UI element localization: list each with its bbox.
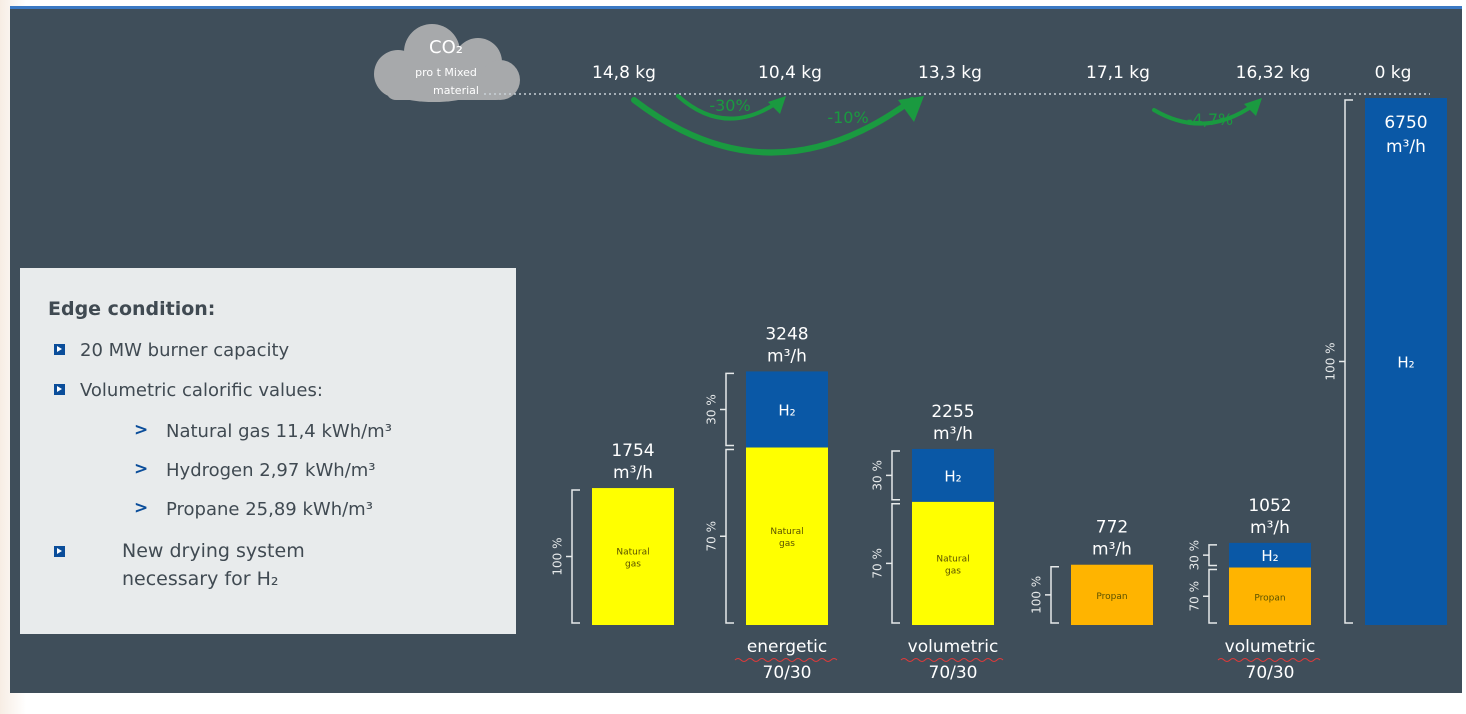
bar-segment-volumetric-1 [912,448,994,502]
share-label-propane_h2-1: 30 % [1188,540,1202,571]
bar-segment-energetic-0 [746,447,828,625]
co2-title: CO₂ [429,37,463,58]
spellcheck-underline [900,658,1004,662]
segment-label-ng-0-1: gas [625,560,641,570]
flow-unit-energetic: m³/h [767,346,807,366]
savings-arrow-short-icon [676,94,780,121]
caption-line1-energetic: energetic [747,637,827,657]
caption-line2-propane_h2: 70/30 [1246,663,1295,683]
share-label-propane-0: 100 % [1030,576,1044,614]
flow-unit-propane: m³/h [1092,540,1132,560]
share-label-volumetric-0: 70 % [871,548,885,579]
share-label-h2-0: 100 % [1324,342,1338,380]
share-label-energetic-1: 30 % [705,394,719,425]
share-bracket-propane_h2-1 [1203,544,1217,567]
flow-value-propane: 772 [1096,518,1128,538]
co2-subtitle-line2: material [433,84,479,97]
savings-arrow-propane-icon [1152,102,1257,126]
bullet-square-icon [54,384,65,395]
co2-value-energetic: 10,4 kg [758,63,822,83]
edge-subitem-natural-gas: Natural gas 11,4 kWh/m³ [166,421,392,442]
share-bracket-h2-0 [1339,99,1353,624]
segment-label-propane_h2-1: H₂ [1261,547,1278,565]
savings-label-30: -30% [709,96,750,115]
segment-label-volumetric-0-1: gas [945,566,961,576]
edge-item-capacity: 20 MW burner capacity [80,340,290,361]
caption-line1-propane_h2: volumetric [1225,637,1316,657]
share-bracket-propane_h2-0 [1203,568,1217,624]
bar-segment-propane_h2-1 [1229,542,1311,568]
share-label-volumetric-1: 30 % [871,460,885,491]
flow-value-energetic: 3248 [765,324,808,344]
share-label-energetic-0: 70 % [705,521,719,552]
segment-label-energetic-0-0: Natural [770,527,803,537]
savings-arrow-long-icon [631,97,915,156]
edge-item-drying-line1: New drying system [122,540,305,562]
segment-label-propane-0-0: Propan [1096,592,1127,602]
co2-value-h2: 0 kg [1375,63,1412,83]
bullet-square-icon [54,344,65,355]
flow-value-propane_h2: 1052 [1248,496,1291,516]
flow-value-h2: 6750 [1384,113,1427,133]
segment-label-volumetric-1: H₂ [944,467,961,485]
edge-subitem-propane: Propane 25,89 kWh/m³ [166,499,373,520]
chevron-right-icon: > [134,498,149,518]
co2-value-propane: 17,1 kg [1086,63,1150,83]
flow-unit-ng: m³/h [613,463,653,483]
bar-segment-ng-0 [592,488,674,625]
share-bracket-propane-0 [1045,565,1059,624]
savings-label-10: -10% [827,108,868,127]
bar-segment-h2-0 [1365,98,1447,625]
segment-label-energetic-1: H₂ [778,401,795,419]
caption-line2-energetic: 70/30 [763,663,812,683]
bar-segment-volumetric-0 [912,501,994,625]
segment-label-h2-0: H₂ [1397,354,1414,372]
edge-condition-box [20,268,516,634]
flow-unit-propane_h2: m³/h [1250,518,1290,538]
flow-unit-volumetric: m³/h [933,424,973,444]
share-label-ng-0: 100 % [551,537,565,575]
edge-item-calorific: Volumetric calorific values: [80,380,323,401]
share-bracket-volumetric-0 [886,503,900,624]
arrowhead-icon [898,96,924,122]
edge-item-drying-line2: necessary for H₂ [122,568,279,590]
arrowhead-icon [768,96,786,114]
segment-label-volumetric-0-0: Natural [936,554,969,564]
co2-value-volumetric: 13,3 kg [918,63,982,83]
share-bracket-energetic-1 [720,372,734,447]
edge-condition-title: Edge condition: [48,298,216,320]
chevron-right-icon: > [134,459,149,479]
spellcheck-underline [734,658,838,662]
bar-segment-propane-0 [1071,564,1153,625]
share-bracket-volumetric-1 [886,450,900,501]
co2-subtitle-line1: pro t Mixed [415,66,477,79]
flow-unit-h2: m³/h [1386,137,1426,157]
share-label-propane_h2-0: 70 % [1188,581,1202,612]
co2-cloud-icon [374,24,520,102]
caption-line1-volumetric: volumetric [908,637,999,657]
flow-value-ng: 1754 [611,441,654,461]
share-bracket-ng-0 [566,489,580,624]
co2-value-ng: 14,8 kg [592,63,656,83]
savings-label-4-7: -4,7% [1187,110,1233,129]
chevron-right-icon: > [134,420,149,440]
bar-segment-energetic-1 [746,371,828,448]
segment-label-ng-0-0: Natural [616,548,649,558]
segment-label-propane_h2-0-0: Propan [1254,593,1285,603]
co2-value-propane_h2: 16,32 kg [1236,63,1311,83]
flow-value-volumetric: 2255 [931,402,974,422]
caption-line2-volumetric: 70/30 [929,663,978,683]
bullet-square-icon [54,546,65,557]
edge-subitem-hydrogen: Hydrogen 2,97 kWh/m³ [166,460,376,481]
share-bracket-energetic-0 [720,448,734,624]
segment-label-energetic-0-1: gas [779,539,795,549]
spellcheck-underline [1217,658,1321,662]
bar-segment-propane_h2-0 [1229,567,1311,625]
arrowhead-icon [1244,98,1262,116]
